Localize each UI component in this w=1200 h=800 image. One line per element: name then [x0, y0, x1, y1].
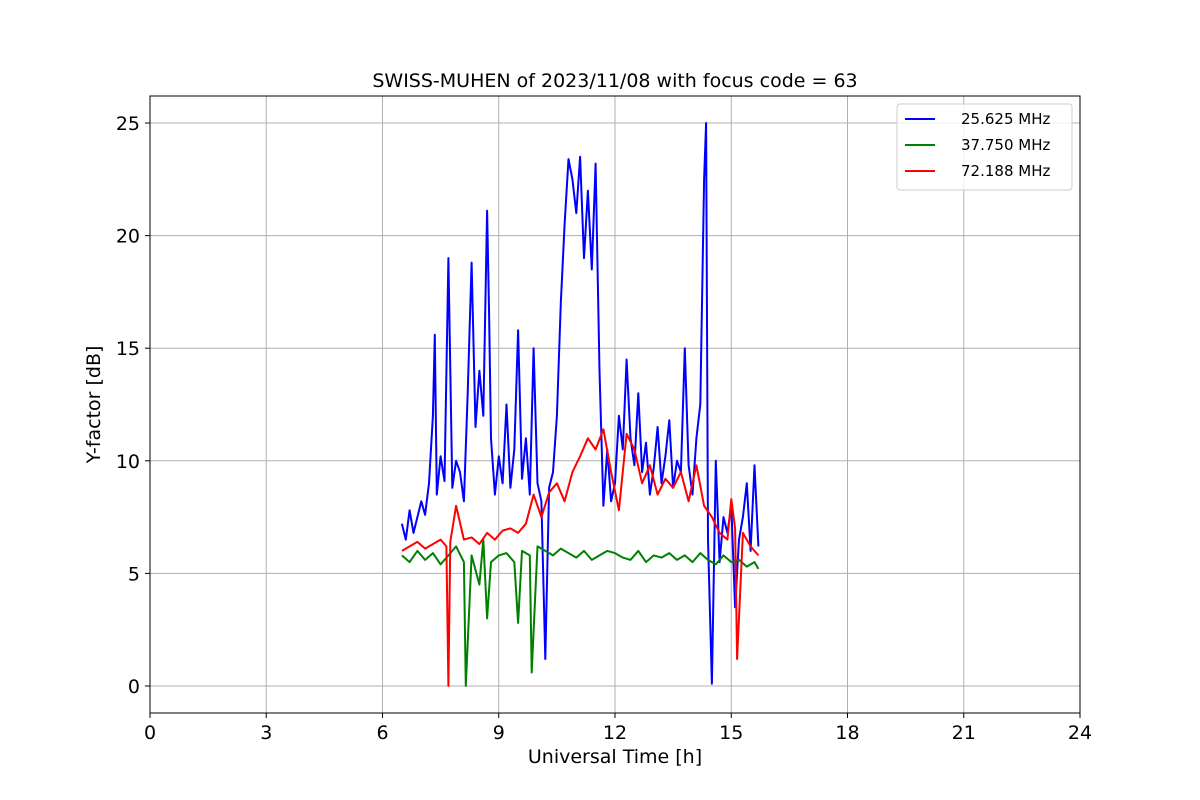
legend-label: 72.188 MHz [961, 162, 1050, 180]
ticks: 0 3 6 9 12 15 18 21 24 0 5 10 15 20 25 [116, 113, 1092, 744]
legend-label: 37.750 MHz [961, 136, 1050, 154]
legend-box [896, 103, 1073, 191]
x-tick-label: 9 [493, 722, 505, 744]
x-tick-label: 12 [603, 722, 627, 744]
x-tick-label: 6 [376, 722, 388, 744]
series-layer [400, 122, 760, 687]
y-axis-label: Y-factor [dB] [83, 346, 105, 465]
legend: 25.625 MHz 37.750 MHz 72.188 MHz [896, 103, 1073, 191]
y-tick-label: 25 [116, 113, 140, 135]
y-tick-label: 15 [116, 338, 140, 360]
y-tick-label: 10 [116, 451, 140, 473]
x-tick-label: 21 [952, 722, 976, 744]
y-tick-label: 0 [128, 676, 140, 698]
x-tick-label: 15 [719, 722, 743, 744]
series-line-1 [400, 122, 760, 685]
series-line-2 [401, 538, 760, 687]
y-tick-label: 20 [116, 226, 140, 248]
chart-title: SWISS-MUHEN of 2023/11/08 with focus cod… [372, 70, 857, 92]
series-line-3 [401, 428, 760, 687]
x-tick-label: 3 [260, 722, 272, 744]
y-tick-label: 5 [128, 563, 140, 585]
x-axis-label: Universal Time [h] [528, 746, 702, 768]
legend-label: 25.625 MHz [961, 110, 1050, 128]
x-tick-label: 0 [144, 722, 156, 744]
x-tick-label: 18 [835, 722, 859, 744]
x-tick-label: 24 [1068, 722, 1092, 744]
